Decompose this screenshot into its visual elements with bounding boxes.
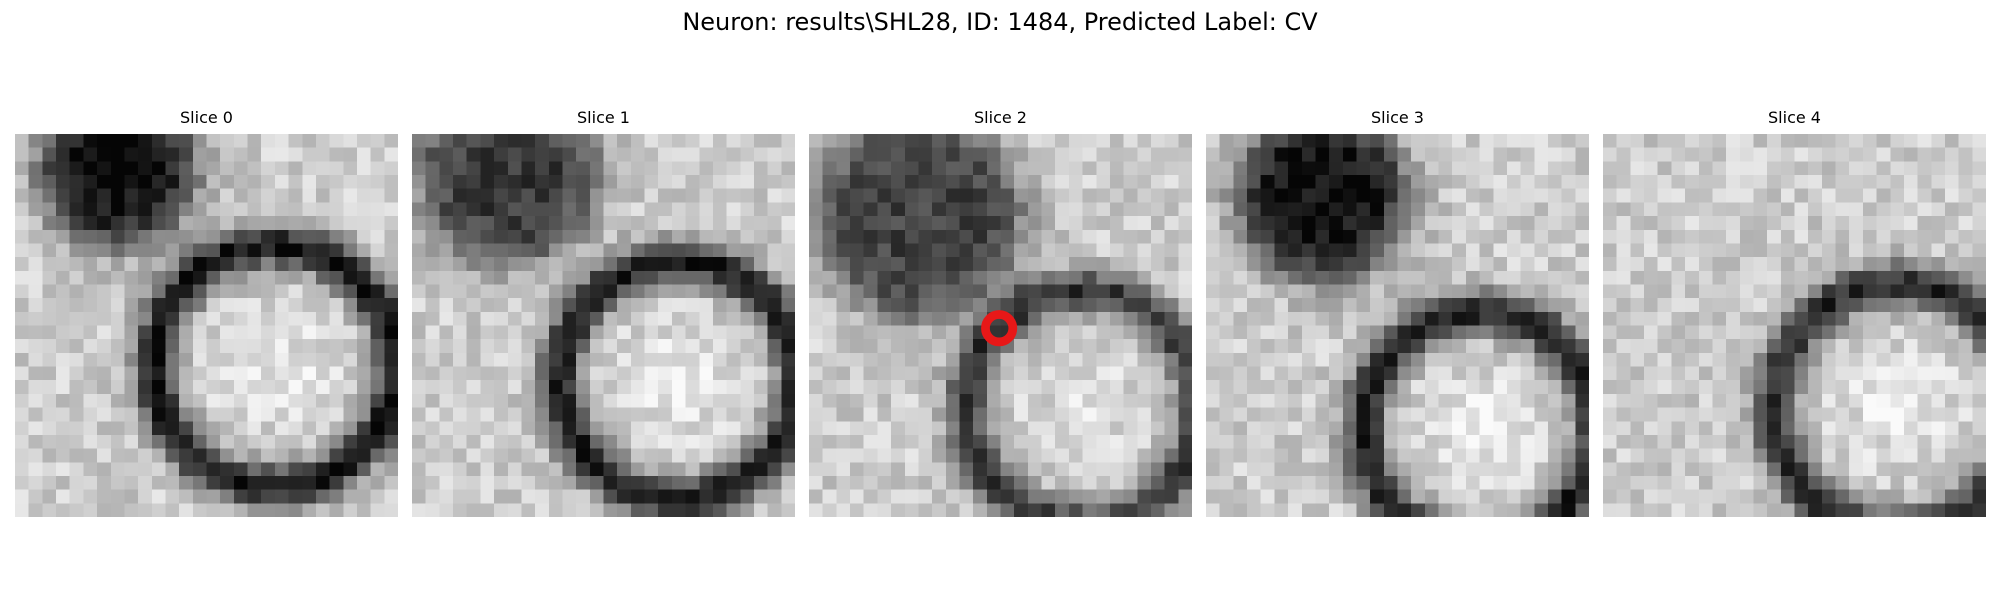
slice-panel-4: Slice 4 (1603, 108, 1986, 517)
slice-image (15, 134, 398, 517)
slice-title: Slice 0 (180, 108, 233, 127)
figure-title: Neuron: results\SHL28, ID: 1484, Predict… (682, 8, 1318, 36)
slice-image (1206, 134, 1589, 517)
slice-image (1603, 134, 1986, 517)
location-marker (981, 310, 1018, 347)
slice-image (412, 134, 795, 517)
slice-image (809, 134, 1192, 517)
slice-panel-2: Slice 2 (809, 108, 1192, 517)
slice-panel-0: Slice 0 (15, 108, 398, 517)
slice-panel-3: Slice 3 (1206, 108, 1589, 517)
slice-title: Slice 4 (1768, 108, 1821, 127)
slice-title: Slice 3 (1371, 108, 1424, 127)
slice-title: Slice 1 (577, 108, 630, 127)
slice-title: Slice 2 (974, 108, 1027, 127)
slice-panel-1: Slice 1 (412, 108, 795, 517)
